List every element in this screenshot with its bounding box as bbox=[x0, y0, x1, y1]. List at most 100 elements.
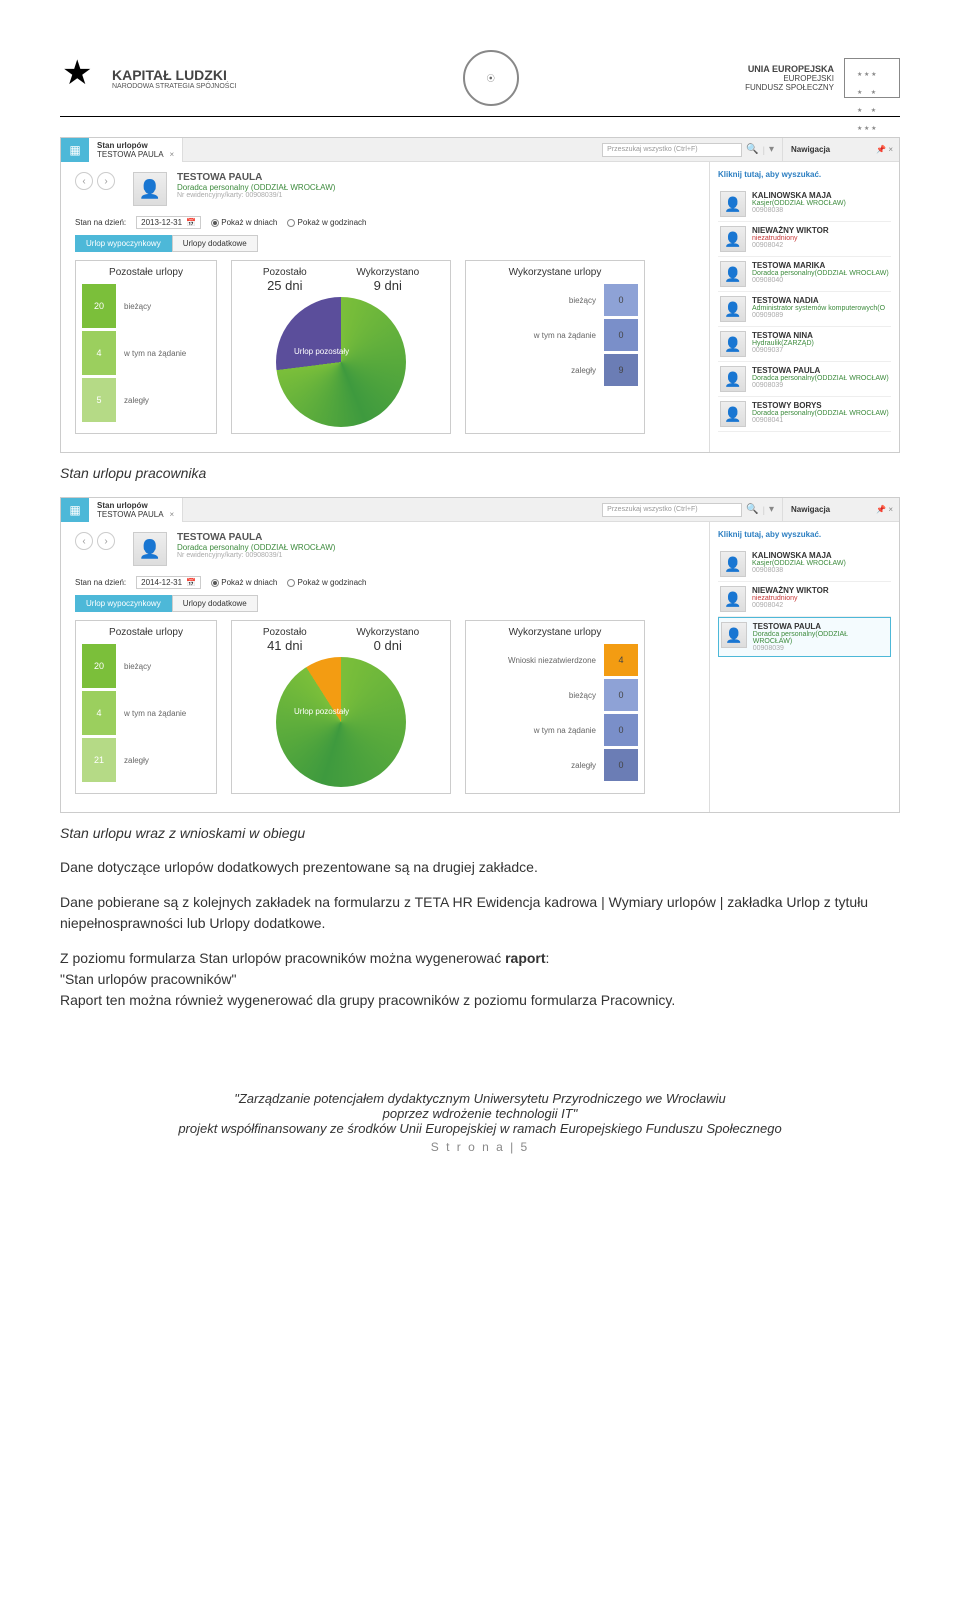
close-icon[interactable]: × bbox=[170, 510, 175, 519]
close-icon[interactable]: × bbox=[170, 150, 175, 159]
person-list-item[interactable]: 👤 KALINOWSKA MAJA Kasjer(ODDZIAŁ WROCŁAW… bbox=[718, 187, 891, 222]
screenshot-1: ▦ Stan urlopówTESTOWA PAULA× Przeszukaj … bbox=[60, 137, 900, 453]
person-list-item[interactable]: 👤 TESTOWA PAULA Doradca personalny(ODDZI… bbox=[718, 617, 891, 657]
tab-urlopy-dodatkowe[interactable]: Urlopy dodatkowe bbox=[172, 595, 258, 612]
footer: "Zarządzanie potencjałem dydaktycznym Un… bbox=[60, 1091, 900, 1154]
date-input[interactable]: 2013-12-31 📅 bbox=[136, 216, 201, 229]
tab-stan-urlopow[interactable]: Stan urlopówTESTOWA PAULA× bbox=[89, 498, 183, 522]
person-role: Hydraulik(ZARZĄD) bbox=[752, 340, 814, 347]
avatar-icon: 👤 bbox=[720, 226, 746, 252]
avatar-icon: 👤 bbox=[720, 551, 746, 577]
used-bar-row: zaległy 9 bbox=[472, 354, 638, 386]
used-bar-row: bieżący 0 bbox=[472, 679, 638, 711]
date-label: Stan na dzień: bbox=[75, 578, 126, 587]
side-search-prompt[interactable]: Kliknij tutaj, aby wyszukać. bbox=[718, 170, 891, 179]
calendar-icon[interactable]: 📅 bbox=[186, 218, 196, 227]
panel-title-used: Wykorzystane urlopy bbox=[472, 627, 638, 644]
nav-prev-button[interactable]: ‹ bbox=[75, 532, 93, 550]
person-id: 00908041 bbox=[752, 417, 889, 424]
logo-left-title: KAPITAŁ LUDZKI bbox=[112, 67, 236, 83]
bar-value: 4 bbox=[82, 331, 116, 375]
remaining-bar-row: 4 w tym na żądanie bbox=[82, 691, 210, 735]
radio-days[interactable] bbox=[211, 219, 219, 227]
bar-label: w tym na żądanie bbox=[116, 709, 186, 718]
bar-value: 4 bbox=[82, 691, 116, 735]
bar-label: Wnioski niezatwierdzone bbox=[472, 656, 604, 665]
bar-label: w tym na żądanie bbox=[472, 726, 604, 735]
remain-label: Pozostało bbox=[263, 627, 307, 638]
person-id: 00908039 bbox=[753, 645, 888, 652]
panel-title-remaining: Pozostałe urlopy bbox=[82, 267, 210, 284]
person-list-item[interactable]: 👤 TESTOWA PAULA Doradca personalny(ODDZI… bbox=[718, 362, 891, 397]
person-list-item[interactable]: 👤 TESTOWA NINA Hydraulik(ZARZĄD) 0090903… bbox=[718, 327, 891, 362]
person-name: TESTOWA PAULA bbox=[177, 532, 335, 543]
person-list-item[interactable]: 👤 TESTOWY BORYS Doradca personalny(ODDZI… bbox=[718, 397, 891, 432]
person-id: Nr ewidencyjny/karty: 00908039/1 bbox=[177, 552, 335, 559]
remaining-bar-row: 4 w tym na żądanie bbox=[82, 331, 210, 375]
used-label: Wykorzystano bbox=[356, 627, 419, 638]
tab-urlop-wypoczynkowy[interactable]: Urlop wypoczynkowy bbox=[75, 235, 172, 252]
avatar-icon: 👤 bbox=[720, 586, 746, 612]
radio-hours[interactable] bbox=[287, 219, 295, 227]
person-id: 00908038 bbox=[752, 207, 846, 214]
person-role: Administrator systemów komputerowych(O bbox=[752, 305, 885, 312]
person-role: Doradca personalny (ODDZIAŁ WROCŁAW) bbox=[177, 543, 335, 552]
search-input[interactable]: Przeszukaj wszystko (Ctrl+F) bbox=[602, 503, 742, 517]
person-list-item[interactable]: 👤 KALINOWSKA MAJA Kasjer(ODDZIAŁ WROCŁAW… bbox=[718, 547, 891, 582]
person-id: Nr ewidencyjny/karty: 00908039/1 bbox=[177, 192, 335, 199]
nav-panel-header: Nawigacja bbox=[782, 138, 870, 162]
person-id: 00909089 bbox=[752, 312, 885, 319]
person-role: Kasjer(ODDZIAŁ WROCŁAW) bbox=[752, 200, 846, 207]
avatar-icon: 👤 bbox=[720, 366, 746, 392]
bar-label: zaległy bbox=[116, 756, 149, 765]
radio-days[interactable] bbox=[211, 579, 219, 587]
nav-next-button[interactable]: › bbox=[97, 532, 115, 550]
search-icon[interactable]: 🔍 bbox=[746, 504, 758, 515]
search-icon[interactable]: 🔍 bbox=[746, 144, 758, 155]
pin-icon[interactable]: 📌 × bbox=[870, 505, 899, 514]
nav-panel-header: Nawigacja bbox=[782, 498, 870, 522]
side-search-prompt[interactable]: Kliknij tutaj, aby wyszukać. bbox=[718, 530, 891, 539]
panel-title-remaining: Pozostałe urlopy bbox=[82, 627, 210, 644]
person-list-item[interactable]: 👤 NIEWAŻNY WIKTOR niezatrudniony 0090804… bbox=[718, 222, 891, 257]
nav-prev-button[interactable]: ‹ bbox=[75, 172, 93, 190]
person-list-item[interactable]: 👤 NIEWAŻNY WIKTOR niezatrudniony 0090804… bbox=[718, 582, 891, 617]
para-1: Dane dotyczące urlopów dodatkowych preze… bbox=[60, 857, 900, 878]
radio-hours[interactable] bbox=[287, 579, 295, 587]
tab-urlopy-dodatkowe[interactable]: Urlopy dodatkowe bbox=[172, 235, 258, 252]
remain-value: 25 dni bbox=[263, 278, 307, 293]
bar-label: zaległy bbox=[116, 396, 149, 405]
avatar-icon: 👤 bbox=[720, 191, 746, 217]
used-bar-row: Wnioski niezatwierdzone 4 bbox=[472, 644, 638, 676]
date-input[interactable]: 2014-12-31 📅 bbox=[136, 576, 201, 589]
avatar-icon: 👤 bbox=[721, 622, 747, 648]
panel-title-used: Wykorzystane urlopy bbox=[472, 267, 638, 284]
bar-value: 5 bbox=[82, 378, 116, 422]
calendar-icon[interactable]: 📅 bbox=[186, 578, 196, 587]
tab-urlop-wypoczynkowy[interactable]: Urlop wypoczynkowy bbox=[75, 595, 172, 612]
person-name: TESTOWA NADIA bbox=[752, 296, 885, 305]
person-role: Doradca personalny (ODDZIAŁ WROCŁAW) bbox=[177, 183, 335, 192]
person-list-item[interactable]: 👤 TESTOWA MARIKA Doradca personalny(ODDZ… bbox=[718, 257, 891, 292]
dropdown-icon[interactable]: ▾ bbox=[769, 144, 774, 155]
used-label: Wykorzystano bbox=[356, 267, 419, 278]
caption-2: Stan urlopu wraz z wnioskami w obiegu bbox=[60, 825, 900, 841]
remaining-bar-row: 20 bieżący bbox=[82, 284, 210, 328]
used-bar-row: w tym na żądanie 0 bbox=[472, 714, 638, 746]
tab-stan-urlopow[interactable]: Stan urlopówTESTOWA PAULA× bbox=[89, 138, 183, 162]
dropdown-icon[interactable]: ▾ bbox=[769, 504, 774, 515]
home-button[interactable]: ▦ bbox=[61, 138, 89, 162]
home-button[interactable]: ▦ bbox=[61, 498, 89, 522]
bar-value: 0 bbox=[604, 319, 638, 351]
bar-label: bieżący bbox=[472, 296, 604, 305]
pin-icon[interactable]: 📌 × bbox=[870, 145, 899, 154]
person-role: Doradca personalny(ODDZIAŁ WROCŁAW) bbox=[753, 631, 888, 645]
search-input[interactable]: Przeszukaj wszystko (Ctrl+F) bbox=[602, 143, 742, 157]
remaining-bar-row: 5 zaległy bbox=[82, 378, 210, 422]
nav-next-button[interactable]: › bbox=[97, 172, 115, 190]
remaining-bar-row: 20 bieżący bbox=[82, 644, 210, 688]
person-list-item[interactable]: 👤 TESTOWA NADIA Administrator systemów k… bbox=[718, 292, 891, 327]
used-value: 9 dni bbox=[356, 278, 419, 293]
person-role: Doradca personalny(ODDZIAŁ WROCŁAW) bbox=[752, 270, 889, 277]
caption-1: Stan urlopu pracownika bbox=[60, 465, 900, 481]
